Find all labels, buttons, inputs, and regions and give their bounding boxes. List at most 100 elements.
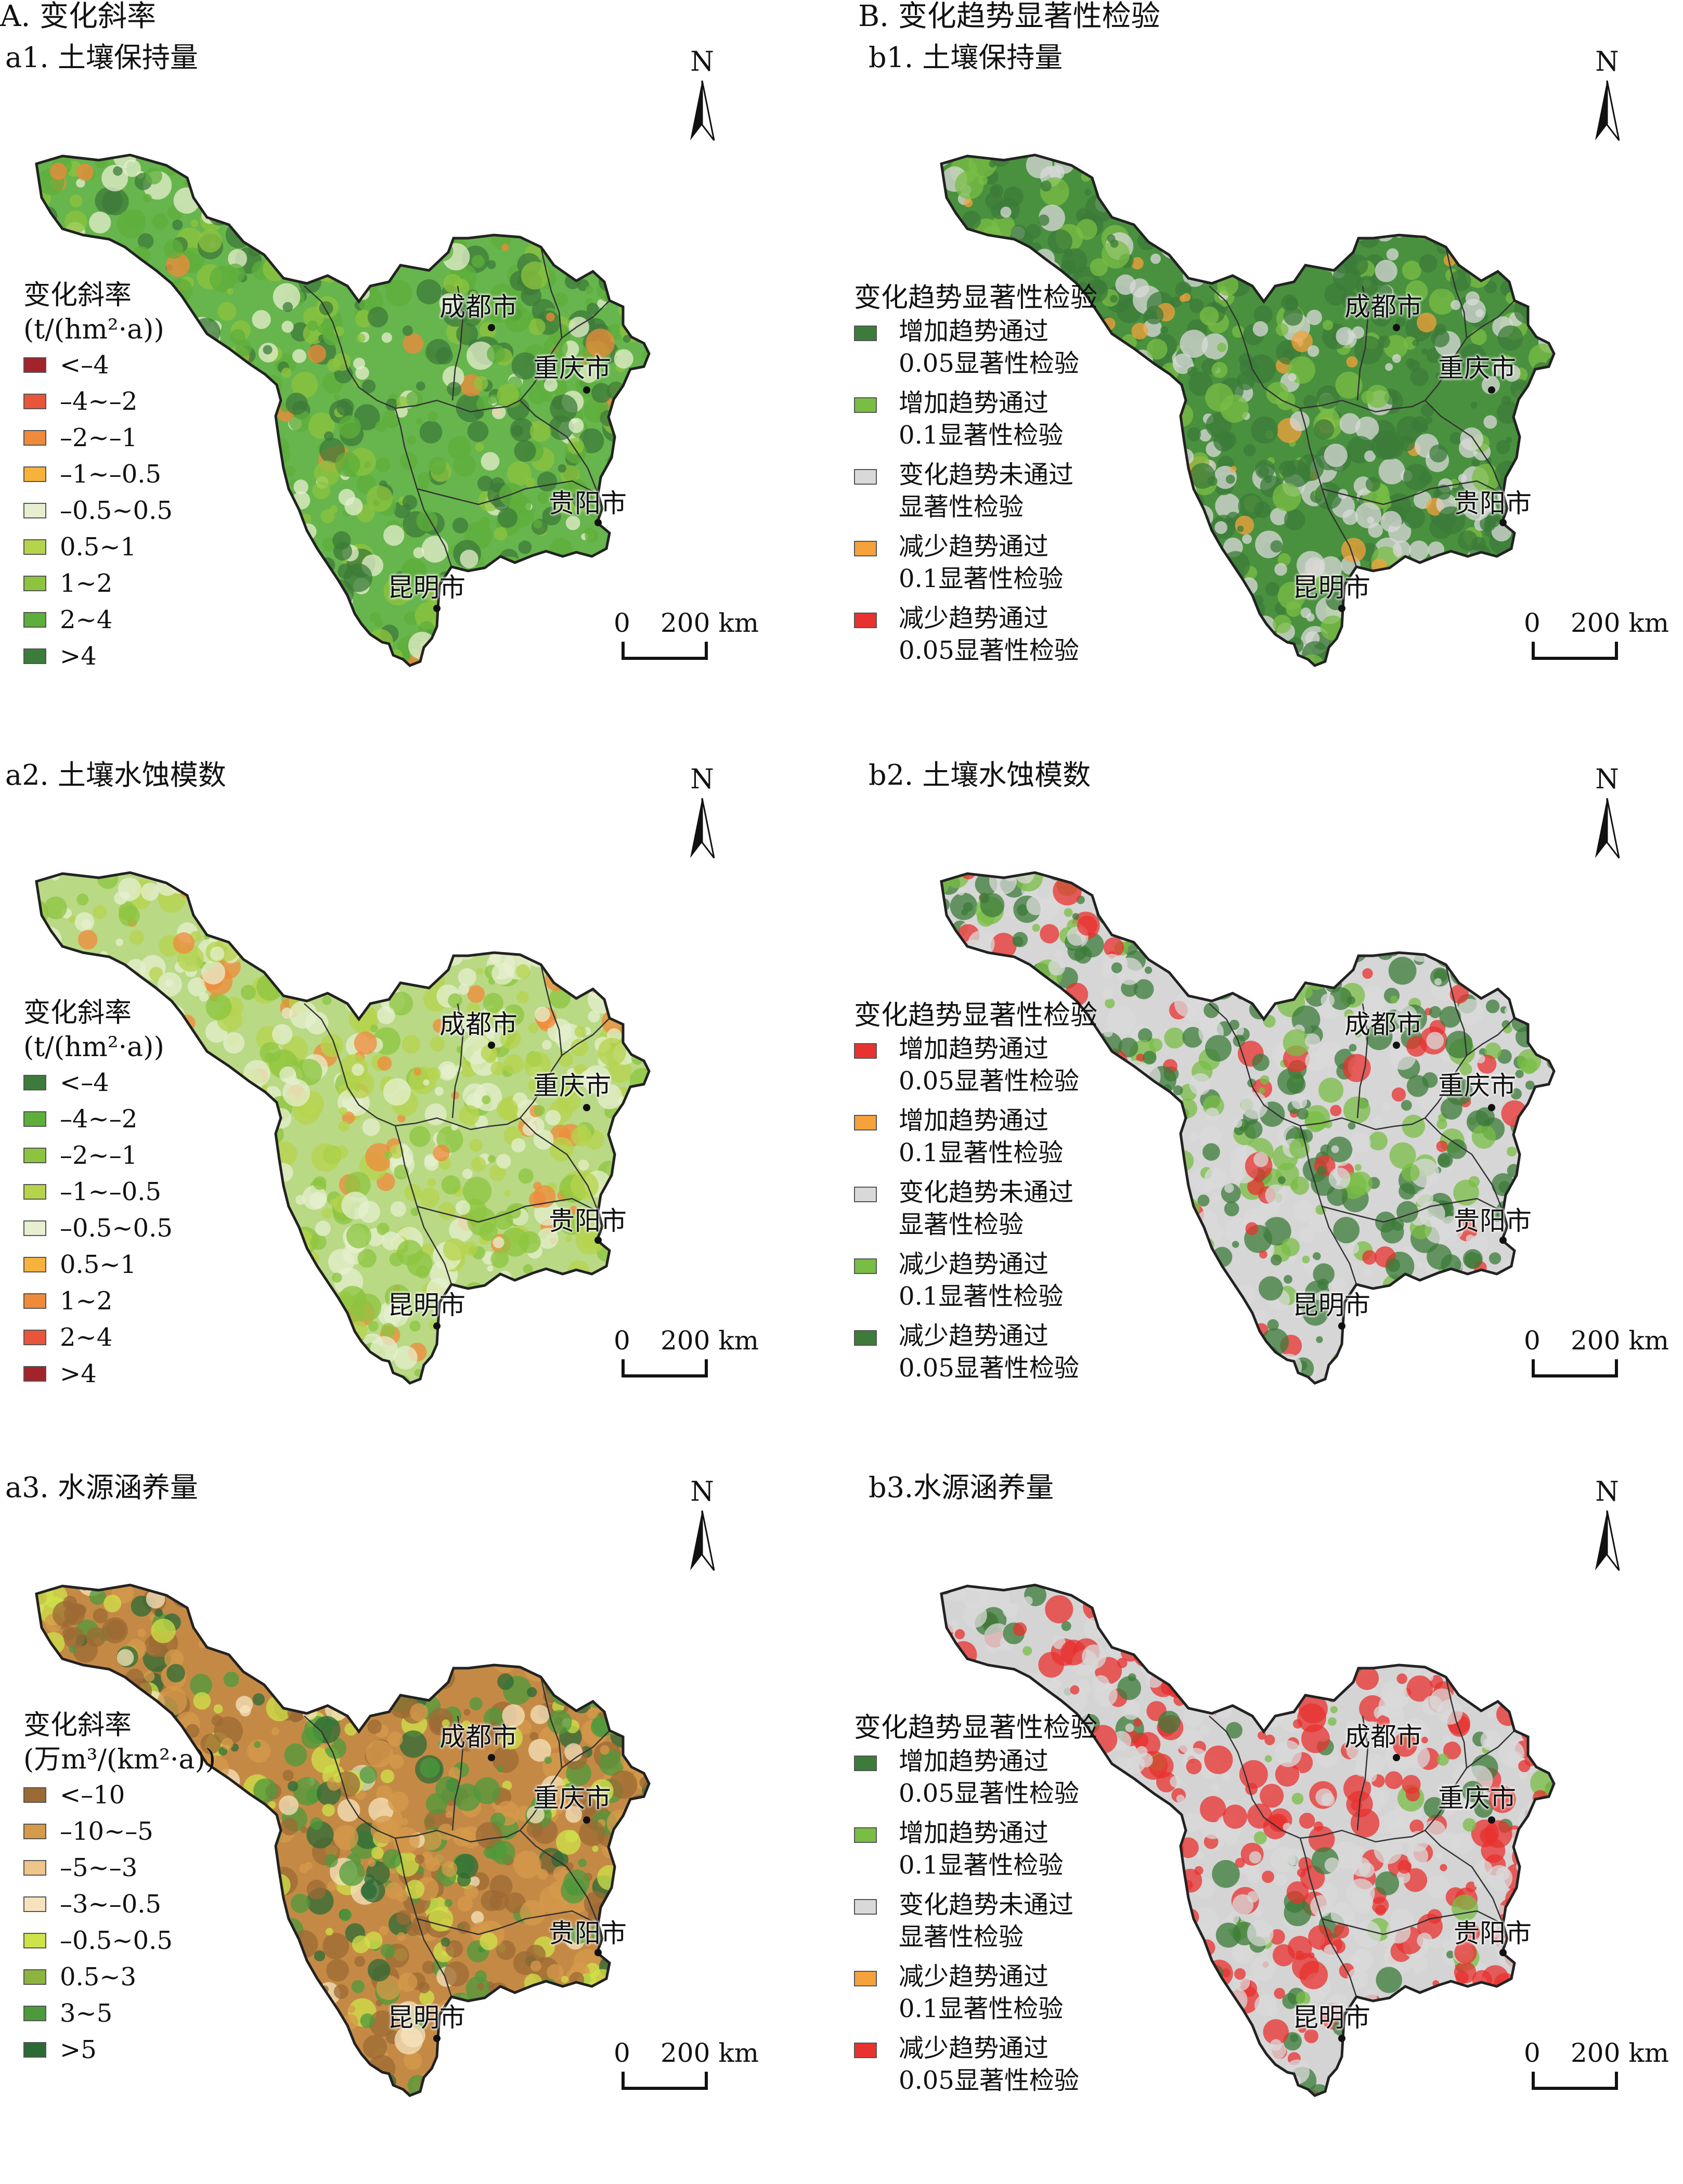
legend-swatch bbox=[23, 466, 46, 482]
scale-max: 200 km bbox=[1571, 2038, 1669, 2068]
panel-b3: b3.水源涵养量 N 0 200 km 变化趋势显著性检验 增加趋势通过 0.05… bbox=[853, 1472, 1683, 2184]
city-dot-guiyang bbox=[1499, 1237, 1507, 1244]
province-boundary bbox=[1425, 1730, 1515, 1831]
legend-label: 0.5~1 bbox=[60, 1250, 137, 1279]
province-boundary bbox=[395, 399, 521, 413]
legend-label-line1: 减少趋势通过 bbox=[899, 2034, 1049, 2063]
scale-bar: 0 200 km bbox=[1524, 608, 1683, 671]
legend-item: 增加趋势通过 0.05显著性检验 bbox=[854, 315, 1097, 380]
legend-swatch bbox=[854, 1043, 877, 1059]
legend-swatch bbox=[23, 1111, 46, 1127]
legend-item: 减少趋势通过 0.05显著性检验 bbox=[854, 1320, 1097, 1384]
north-arrow: N bbox=[674, 764, 731, 868]
region-outline bbox=[940, 153, 1556, 667]
legend-title: 变化趋势显著性检验 bbox=[854, 282, 1098, 314]
legend-swatch bbox=[23, 1933, 46, 1948]
legend-item: 0.5~1 bbox=[23, 529, 173, 565]
city-label-chengdu: 成都市 bbox=[439, 292, 517, 322]
province-boundary bbox=[520, 1830, 599, 1925]
province-boundary bbox=[394, 1838, 418, 1919]
province-boundary bbox=[1300, 1829, 1426, 1843]
north-arrow: N bbox=[674, 1477, 731, 1581]
legend-title: 变化斜率 bbox=[23, 997, 132, 1029]
section-a-title: A. 变化斜率 bbox=[0, 0, 157, 33]
legend-b1: 变化趋势显著性检验 增加趋势通过 0.05显著性检验 增加趋势通过 0.1显著性检验变… bbox=[854, 281, 1097, 674]
legend-label-line2: 0.1显著性检验 bbox=[899, 1138, 1064, 1167]
legend-label: –3~–0.5 bbox=[60, 1890, 162, 1919]
legend-swatch bbox=[854, 326, 877, 341]
legend-swatch bbox=[23, 1969, 46, 1985]
legend-item: >5 bbox=[23, 2032, 216, 2068]
legend-swatch bbox=[23, 1184, 46, 1200]
legend-label-line1: 变化趋势未通过 bbox=[899, 460, 1074, 489]
legend-label-line2: 0.05显著性检验 bbox=[899, 1067, 1079, 1096]
north-letter: N bbox=[1595, 46, 1619, 77]
legend-label-line1: 增加趋势通过 bbox=[899, 1818, 1049, 1848]
north-arrow: N bbox=[1578, 1477, 1636, 1581]
province-boundary bbox=[417, 1910, 599, 1935]
legend-item: 1~2 bbox=[23, 565, 173, 602]
legend-label: 1~2 bbox=[60, 1286, 113, 1316]
province-boundary bbox=[394, 1125, 418, 1207]
region-outline bbox=[940, 1583, 1556, 2097]
city-dot-chongqing bbox=[1488, 386, 1495, 394]
legend-swatch bbox=[23, 1366, 46, 1382]
map-b1 bbox=[940, 153, 1556, 667]
region-outline bbox=[35, 871, 651, 1385]
legend-item: 增加趋势通过 0.1显著性检验 bbox=[854, 1104, 1097, 1169]
city-label-chongqing: 重庆市 bbox=[533, 1071, 611, 1101]
province-boundary bbox=[520, 400, 599, 495]
city-dot-kunming bbox=[433, 1322, 441, 1330]
province-boundary bbox=[540, 246, 563, 339]
province-boundary bbox=[395, 1117, 521, 1130]
legend-swatch bbox=[23, 648, 46, 664]
legend-label: –0.5~0.5 bbox=[60, 496, 173, 525]
map-b2 bbox=[940, 871, 1556, 1385]
legend-item: 2~4 bbox=[23, 1319, 173, 1356]
legend-swatch bbox=[23, 503, 46, 518]
province-boundary bbox=[520, 300, 610, 401]
legend-item: 减少趋势通过 0.1显著性检验 bbox=[854, 1960, 1097, 2025]
legend-item: 增加趋势通过 0.05显著性检验 bbox=[854, 1745, 1097, 1810]
legend-item: –0.5~0.5 bbox=[23, 1210, 173, 1246]
legend-items: <–10 –10~–5 –5~–3 –3~–0.5 –0.5~0.5 0.5~3 3~5 >5 bbox=[23, 1777, 216, 2068]
city-label-guiyang: 贵阳市 bbox=[549, 1918, 627, 1948]
region-outline bbox=[35, 153, 651, 667]
legend-label: 0.5~3 bbox=[60, 1962, 137, 1992]
scale-bar: 0 200 km bbox=[1524, 2038, 1683, 2101]
province-boundary bbox=[1322, 1198, 1504, 1223]
province-boundary bbox=[520, 1018, 610, 1119]
legend-item: 0.5~3 bbox=[23, 1959, 216, 1995]
legend-label: <–4 bbox=[60, 350, 109, 380]
legend-unit: (t/(hm²·a)) bbox=[23, 1032, 164, 1063]
legend-item: 变化趋势未通过 显著性检验 bbox=[854, 1176, 1097, 1241]
legend-label: 2~4 bbox=[60, 605, 113, 634]
city-label-chongqing: 重庆市 bbox=[1438, 353, 1516, 383]
legend-swatch bbox=[854, 1187, 877, 1202]
legend-title: 变化斜率 bbox=[23, 280, 132, 311]
scale-zero: 0 bbox=[614, 2038, 630, 2068]
north-arrow: N bbox=[1578, 47, 1636, 151]
legend-label: –10~–5 bbox=[60, 1817, 153, 1846]
province-boundary bbox=[304, 285, 396, 409]
legend-swatch bbox=[854, 1899, 877, 1915]
city-label-chongqing: 重庆市 bbox=[1438, 1783, 1516, 1813]
city-dot-kunming bbox=[433, 605, 441, 612]
legend-label-line1: 增加趋势通过 bbox=[899, 317, 1049, 346]
scale-bar: 0 200 km bbox=[614, 1326, 832, 1388]
legend-label: 1~2 bbox=[60, 569, 113, 598]
legend-item: 增加趋势通过 0.1显著性检验 bbox=[854, 387, 1097, 451]
legend-item: –5~–3 bbox=[23, 1850, 216, 1886]
panel-title: a3. 水源涵养量 bbox=[5, 1471, 198, 1504]
province-boundary bbox=[1321, 1918, 1357, 1997]
legend-swatch bbox=[854, 2043, 877, 2058]
legend-item: >4 bbox=[23, 638, 173, 674]
legend-swatch bbox=[854, 613, 877, 628]
legend-item: 增加趋势通过 0.05显著性检验 bbox=[854, 1033, 1097, 1097]
legend-label-line1: 增加趋势通过 bbox=[899, 1747, 1049, 1776]
province-boundary bbox=[1356, 285, 1369, 401]
city-dot-chengdu bbox=[1393, 1042, 1400, 1049]
city-label-kunming: 昆明市 bbox=[387, 1290, 465, 1320]
legend-label: –4~–2 bbox=[60, 1104, 138, 1134]
legend-item: –0.5~0.5 bbox=[23, 1922, 216, 1959]
